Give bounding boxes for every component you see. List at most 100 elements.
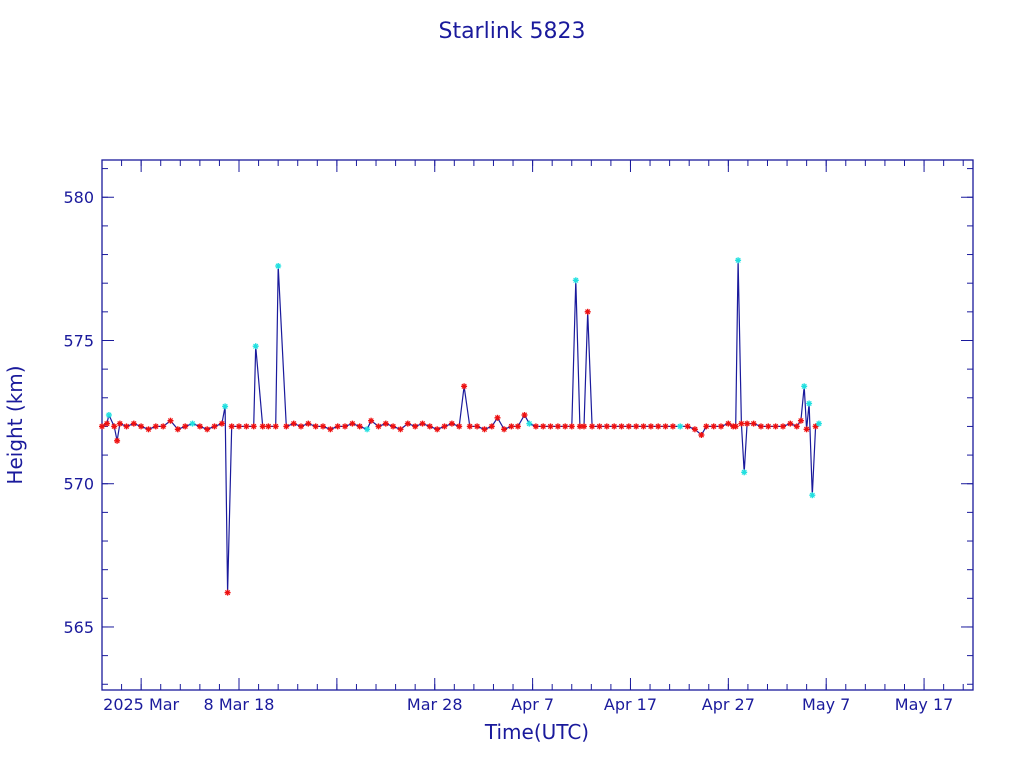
data-point (368, 417, 375, 424)
marker-stroke (111, 423, 117, 430)
data-point (758, 423, 764, 430)
x-axis-label: Time(UTC) (484, 720, 589, 744)
data-point (265, 423, 272, 430)
data-point (404, 420, 411, 427)
x-tick-label: Mar 28 (407, 695, 463, 714)
marker-stroke (794, 423, 800, 430)
data-point (603, 423, 610, 430)
data-point (750, 420, 757, 427)
x-tick-label: 8 Mar 18 (204, 695, 275, 714)
chart-title: Starlink 5823 (438, 19, 585, 44)
marker-stroke (765, 423, 771, 430)
marker-stroke (521, 412, 528, 418)
data-point (434, 426, 441, 433)
data-point (521, 412, 528, 418)
data-point (204, 426, 211, 433)
data-point (710, 423, 717, 430)
marker-stroke (670, 423, 676, 430)
data-point (501, 426, 508, 433)
marker-stroke (640, 423, 647, 430)
marker-stroke (211, 423, 218, 430)
marker-stroke (573, 277, 579, 283)
marker-stroke (251, 423, 257, 430)
marker-stroke (320, 423, 326, 430)
marker-stroke (265, 423, 272, 430)
data-point (196, 423, 203, 430)
data-point (806, 400, 813, 407)
marker-stroke (772, 423, 779, 430)
data-point (532, 423, 539, 430)
marker-stroke (153, 423, 159, 430)
data-point (466, 423, 473, 430)
data-point (290, 420, 297, 427)
data-point (364, 426, 371, 433)
data-point (581, 423, 587, 430)
marker-stroke (662, 423, 669, 430)
data-point (375, 423, 382, 430)
y-axis-label: Height (km) (3, 365, 27, 484)
marker-stroke (648, 423, 654, 430)
x-tick-label: May 17 (895, 695, 954, 714)
data-point (441, 423, 448, 430)
marker-stroke (342, 423, 348, 430)
marker-stroke (327, 426, 334, 432)
data-point (222, 403, 229, 410)
data-point (488, 423, 495, 430)
tick-labels: 2025 Mar 8 Mar 18 Mar 28 Apr 7 Apr 17 Apr 27 M… (63, 188, 953, 714)
data-point (554, 423, 561, 430)
data-point (698, 432, 705, 438)
data-point (589, 423, 596, 430)
marker-stroke (735, 257, 741, 263)
marker-stroke (305, 420, 311, 427)
data-point (640, 423, 647, 430)
data-point (349, 420, 356, 427)
data-point (596, 423, 603, 430)
marker-stroke (577, 423, 583, 430)
marker-stroke (803, 426, 810, 432)
data-point (780, 423, 786, 430)
marker-stroke (562, 423, 568, 430)
data-point (259, 423, 266, 430)
data-point (419, 420, 426, 427)
data-point (99, 423, 105, 430)
data-point (105, 412, 112, 418)
marker-stroke (581, 423, 587, 430)
data-point (390, 423, 397, 430)
data-point (738, 420, 745, 427)
marker-stroke (655, 423, 661, 430)
marker-stroke (738, 420, 745, 427)
data-point (815, 420, 822, 427)
data-point (568, 423, 575, 430)
marker-stroke (816, 420, 822, 427)
marker-stroke (585, 309, 591, 315)
data-point (228, 423, 235, 430)
marker-stroke (467, 423, 473, 430)
marker-stroke (283, 423, 289, 430)
marker-stroke (494, 415, 501, 421)
axis-ticks (101, 160, 973, 690)
marker-stroke (357, 423, 363, 430)
data-point (456, 423, 463, 430)
data-point (356, 423, 363, 430)
data-point (103, 420, 110, 427)
data-point (481, 426, 488, 433)
marker-stroke (741, 469, 747, 475)
data-point (189, 420, 196, 427)
marker-stroke (114, 438, 120, 444)
data-point (793, 423, 800, 430)
marker-stroke (117, 420, 123, 427)
data-point (718, 423, 724, 430)
marker-stroke (718, 423, 724, 430)
marker-stroke (313, 423, 319, 430)
marker-stroke (750, 420, 757, 427)
marker-stroke (744, 420, 750, 427)
marker-stroke (456, 423, 462, 430)
data-markers (99, 257, 822, 596)
marker-stroke (222, 403, 228, 410)
marker-stroke (219, 420, 225, 427)
data-point (540, 423, 547, 430)
data-point (138, 423, 145, 430)
y-tick-label: 575 (63, 331, 94, 350)
x-tick-label: Apr 17 (604, 695, 657, 714)
